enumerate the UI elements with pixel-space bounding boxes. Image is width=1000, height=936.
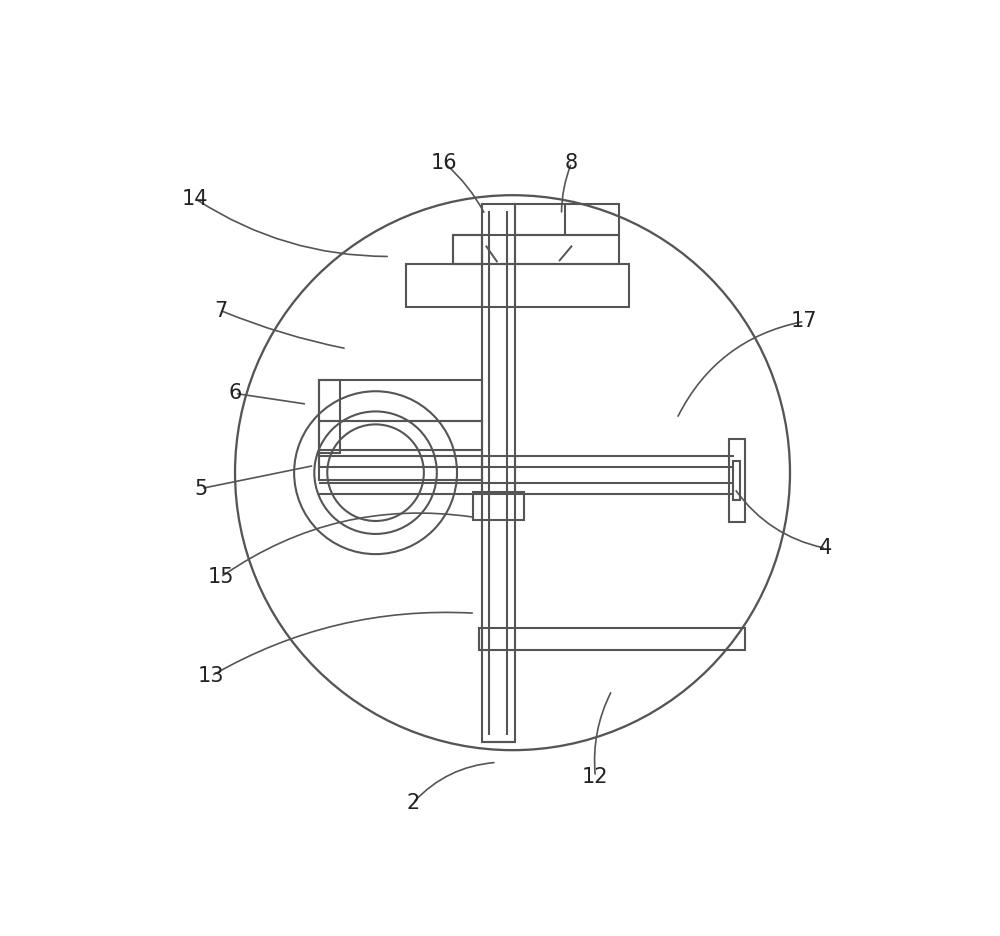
Bar: [319, 380, 482, 421]
Bar: [479, 628, 745, 650]
Text: 5: 5: [195, 478, 208, 499]
Bar: [473, 492, 524, 519]
Text: 16: 16: [431, 153, 457, 173]
Bar: [453, 235, 482, 264]
Text: 6: 6: [228, 384, 242, 403]
Text: 7: 7: [214, 300, 227, 320]
Text: 15: 15: [207, 567, 234, 587]
Bar: [482, 203, 515, 742]
Text: 2: 2: [406, 793, 420, 812]
Text: 4: 4: [819, 538, 833, 559]
Bar: [733, 461, 740, 501]
Bar: [729, 439, 745, 522]
Bar: [406, 264, 629, 307]
Bar: [319, 421, 482, 480]
Bar: [515, 203, 619, 235]
Text: 12: 12: [582, 767, 609, 787]
Bar: [319, 380, 340, 453]
Text: 8: 8: [565, 153, 578, 173]
Text: 13: 13: [198, 665, 224, 686]
Bar: [453, 235, 619, 264]
Text: 14: 14: [182, 189, 209, 209]
Text: 17: 17: [791, 312, 818, 331]
